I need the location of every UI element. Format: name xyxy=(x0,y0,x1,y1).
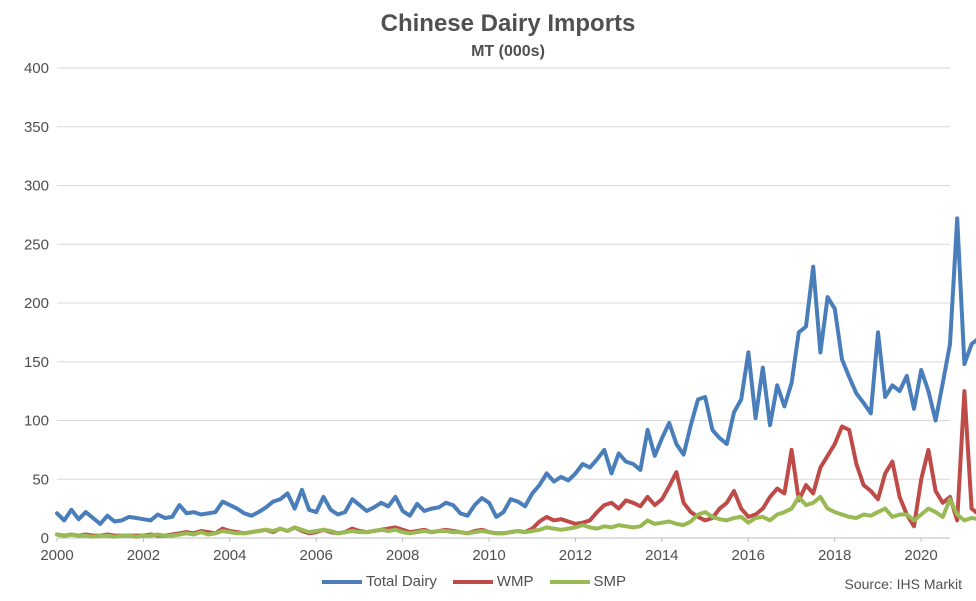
x-tick-label: 2012 xyxy=(559,547,592,564)
x-tick-label: 2010 xyxy=(472,547,505,564)
x-tick-label: 2016 xyxy=(732,547,765,564)
x-tick-label: 2000 xyxy=(40,547,73,564)
x-tick-label: 2004 xyxy=(213,547,246,564)
y-tick-label: 300 xyxy=(24,178,49,195)
y-tick-label: 400 xyxy=(24,60,49,77)
legend-item-total-dairy: Total Dairy xyxy=(322,573,437,590)
legend-label-total-dairy: Total Dairy xyxy=(366,573,437,590)
x-tick-label: 2008 xyxy=(386,547,419,564)
x-tick-label: 2018 xyxy=(818,547,851,564)
y-tick-label: 350 xyxy=(24,119,49,136)
legend-label-wmp: WMP xyxy=(496,573,534,590)
y-tick-label: 50 xyxy=(32,471,49,488)
legend-swatch-total-dairy xyxy=(322,579,362,584)
chart-title: Chinese Dairy Imports xyxy=(380,10,636,37)
series-line-wmp xyxy=(55,389,976,538)
y-tick-label: 150 xyxy=(24,354,49,371)
x-tick-label: 2020 xyxy=(904,547,937,564)
chart-subtitle: MT (000s) xyxy=(471,43,545,60)
legend-swatch-wmp xyxy=(452,579,493,584)
series-line-total-dairy xyxy=(55,216,976,526)
y-tick-label: 250 xyxy=(24,236,49,253)
legend-label-smp: SMP xyxy=(593,573,627,590)
y-tick-label: 200 xyxy=(24,295,49,312)
source-note: Source: IHS Markit xyxy=(844,576,962,592)
x-tick-label: 2002 xyxy=(127,547,160,564)
x-tick-label: 2006 xyxy=(300,547,333,564)
y-tick-label: 0 xyxy=(41,530,49,547)
x-tick-label: 2014 xyxy=(645,547,678,564)
chart-legend: Total Dairy WMP SMP xyxy=(322,573,636,590)
legend-item-wmp: WMP xyxy=(452,573,534,590)
legend-swatch-smp xyxy=(549,579,590,584)
series-line-smp xyxy=(55,494,976,539)
legend-item-smp: SMP xyxy=(549,573,627,590)
y-tick-label: 100 xyxy=(24,413,49,430)
